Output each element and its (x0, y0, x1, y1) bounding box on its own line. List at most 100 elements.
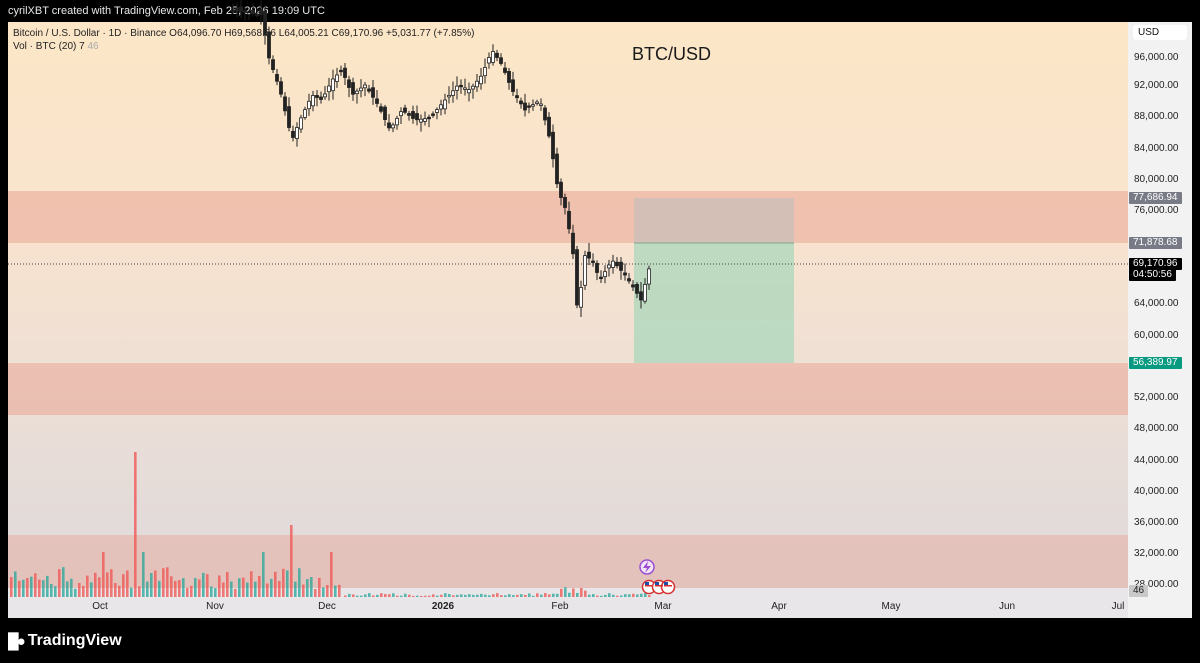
volume-bar (78, 582, 81, 597)
volume-bar (94, 572, 97, 597)
time-tick: Jun (998, 601, 1016, 612)
candle-body (319, 96, 323, 100)
current-price-badge: 69,170.96 (1129, 258, 1182, 270)
price-tick: 64,000.00 (1134, 298, 1179, 309)
chart-pane[interactable] (8, 22, 1128, 618)
candle-body (447, 94, 451, 98)
candle-body (603, 271, 607, 278)
volume-bar (608, 593, 611, 597)
candle-body (355, 90, 359, 95)
volume-bar (452, 595, 455, 597)
volume-bar (456, 594, 459, 597)
volume-bar (46, 575, 49, 597)
candle-body (295, 127, 299, 139)
volume-bar (194, 577, 197, 597)
volume-bar (326, 585, 329, 597)
volume-bar (150, 572, 153, 597)
event-markers[interactable] (639, 559, 676, 595)
volume-bar (472, 594, 475, 597)
volume-bar (604, 594, 607, 597)
volume-bar (10, 577, 13, 597)
candle-body (491, 51, 495, 63)
upper-level-badge: 77,686.94 (1129, 192, 1182, 204)
volume-bar (544, 593, 547, 597)
candle-body (563, 197, 567, 208)
volume-bar (436, 595, 439, 597)
candle-body (595, 262, 599, 273)
currency-selector[interactable]: USD (1133, 25, 1187, 40)
volume-badge: 46 (1129, 585, 1149, 597)
candle-body (575, 249, 579, 306)
candle-body (451, 90, 455, 96)
price-tick: 40,000.00 (1134, 486, 1179, 497)
volume-bar (250, 571, 253, 597)
candle-body (323, 93, 327, 98)
volume-bar (238, 578, 241, 597)
candle-body (631, 284, 635, 288)
price-tick: 96,000.00 (1134, 52, 1179, 63)
volume-bar (636, 594, 639, 597)
candle-body (551, 131, 555, 160)
volume-bar (74, 588, 77, 597)
volume-bar (364, 594, 367, 597)
price-axis[interactable] (1128, 22, 1192, 618)
price-tick: 32,000.00 (1134, 548, 1179, 559)
volume-bar (206, 574, 209, 597)
candle-body (331, 78, 335, 92)
volume-bar (50, 583, 53, 597)
candles-group (231, 0, 651, 317)
candle-body (499, 57, 503, 64)
candle-body (379, 106, 383, 112)
candle-body (439, 104, 443, 110)
candle-body (383, 106, 387, 120)
volume-bar (564, 587, 567, 597)
volume-bar (512, 595, 515, 597)
target-level-badge: 56,389.97 (1129, 357, 1182, 369)
volume-bar (294, 581, 297, 597)
volume-bar (536, 593, 539, 597)
candle-body (263, 10, 267, 36)
candle-body (343, 67, 347, 78)
candle-body (267, 31, 271, 59)
flag-stripe (655, 585, 663, 587)
time-tick: 2026 (431, 601, 455, 612)
volume-bar (38, 579, 41, 597)
candle-body (371, 87, 375, 98)
volume-bar (420, 595, 423, 597)
volume-bar (584, 590, 587, 597)
volume-bar (118, 585, 121, 597)
volume-bar (30, 576, 33, 597)
candle-body (635, 284, 639, 294)
candle-body (643, 284, 647, 302)
price-tick: 36,000.00 (1134, 517, 1179, 528)
chart-legend[interactable]: Bitcoin / U.S. Dollar · 1D · Binance O64… (13, 27, 474, 53)
volume-bar (262, 552, 265, 597)
candle-body (559, 181, 563, 198)
volume-bar (86, 575, 89, 597)
time-tick: May (881, 601, 901, 612)
candle-body (535, 101, 539, 104)
candle-body (407, 113, 411, 116)
tradingview-logo[interactable]: █● TradingView (8, 632, 122, 650)
volume-bar (170, 576, 173, 597)
middle-level-badge: 71,878.68 (1129, 237, 1182, 249)
volume-bar (254, 581, 257, 597)
volume-bar (34, 573, 37, 597)
volume-bar (516, 594, 519, 597)
volume-bar (384, 594, 387, 597)
volume-bar (380, 593, 383, 597)
volume-bar (90, 582, 93, 597)
time-tick: Mar (654, 601, 672, 612)
position-target-area[interactable] (634, 243, 794, 363)
candle-body (475, 80, 479, 88)
candle-body (591, 260, 595, 263)
volume-bar (242, 577, 245, 597)
volume-bar (110, 569, 113, 597)
candle-body (411, 111, 415, 119)
volume-bar (166, 567, 169, 597)
position-stop-area[interactable] (634, 198, 794, 243)
candle-body (255, 13, 259, 17)
candle-body (299, 117, 303, 130)
candle-body (403, 107, 407, 113)
